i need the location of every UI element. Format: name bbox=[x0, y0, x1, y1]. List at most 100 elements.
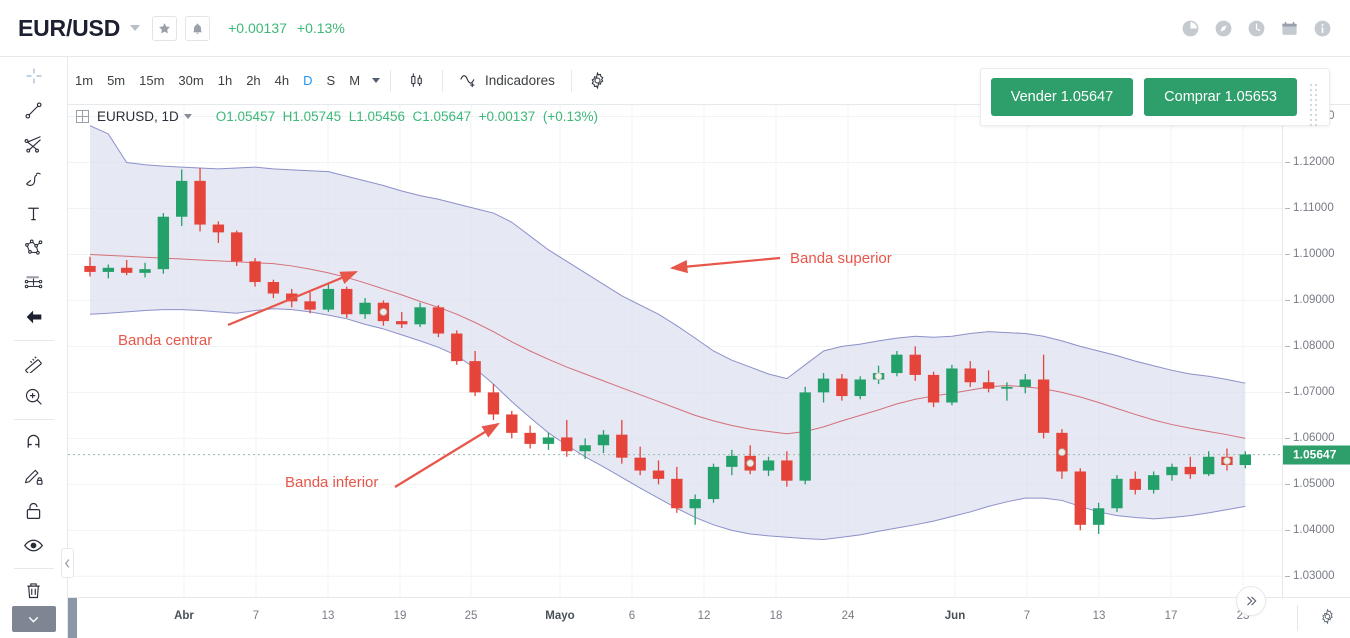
timeframe-m[interactable]: M bbox=[349, 73, 361, 88]
text-tool[interactable] bbox=[12, 198, 56, 229]
hide-drawings-tool[interactable] bbox=[12, 529, 56, 560]
price-axis-tick: 1.10000 bbox=[1285, 248, 1335, 260]
stay-in-drawing-mode-tool[interactable] bbox=[12, 460, 56, 491]
legend-open: O1.05457 bbox=[215, 109, 276, 124]
toolbar-separator-2 bbox=[442, 69, 444, 92]
chart-annotation-middle-band[interactable]: Banda centrar bbox=[118, 332, 213, 349]
time-axis-tick: 24 bbox=[841, 610, 855, 622]
calendar-icon[interactable] bbox=[1280, 19, 1299, 38]
time-axis-tick: 13 bbox=[321, 610, 335, 622]
time-axis-tick: 7 bbox=[252, 610, 260, 622]
chart-settings-button[interactable] bbox=[582, 67, 613, 94]
remove-drawings-tool[interactable] bbox=[12, 575, 56, 606]
plot-canvas[interactable] bbox=[68, 105, 1282, 597]
expand-toolbar-button[interactable] bbox=[11, 606, 56, 633]
drawing-toolbar-footer bbox=[0, 606, 67, 638]
chart-area: EURUSD, 1D O1.05457 H1.05745 L1.05456 C1… bbox=[68, 105, 1350, 638]
candlestick-svg bbox=[68, 105, 1282, 597]
expand-legend-icon[interactable] bbox=[76, 110, 89, 123]
legend-change-percent: (+0.13%) bbox=[542, 109, 598, 124]
legend-ohlc: O1.05457 H1.05745 L1.05456 C1.05647 +0.0… bbox=[216, 109, 598, 124]
toolbar-divider-3 bbox=[13, 567, 54, 569]
price-axis[interactable]: 1.130001.120001.110001.100001.090001.080… bbox=[1282, 105, 1350, 597]
legend-change: +0.00137 bbox=[478, 109, 536, 124]
toolbar-separator bbox=[390, 69, 392, 92]
pie-chart-icon[interactable] bbox=[1181, 19, 1200, 38]
time-axis-settings-button[interactable] bbox=[1319, 608, 1336, 630]
indicators-button[interactable]: Indicadores bbox=[453, 68, 561, 94]
timeframe-5m[interactable]: 5m bbox=[107, 73, 126, 88]
drawing-toolbar bbox=[0, 57, 68, 638]
trend-line-tool[interactable] bbox=[12, 94, 56, 125]
timeframe-1m[interactable]: 1m bbox=[75, 73, 94, 88]
timeframe-1h[interactable]: 1h bbox=[217, 73, 233, 88]
price-axis-tick: 1.04000 bbox=[1285, 524, 1335, 536]
arrow-marker-tool[interactable] bbox=[12, 301, 56, 332]
patterns-tool[interactable] bbox=[12, 232, 56, 263]
pitchfork-tool[interactable] bbox=[12, 129, 56, 160]
price-change-absolute: +0.00137 bbox=[228, 20, 287, 36]
time-axis-cursor bbox=[68, 598, 77, 638]
time-axis-tick: 25 bbox=[464, 610, 478, 622]
time-axis[interactable]: Abr 7 13 19 25 Mayo 6 12 18 24 Jun 7 13 17 23 bbox=[68, 597, 1350, 638]
toolbar-divider bbox=[13, 339, 54, 341]
chart-type-button[interactable] bbox=[401, 67, 432, 94]
lock-drawings-tool[interactable] bbox=[12, 495, 56, 526]
time-axis-tick: Mayo bbox=[545, 610, 575, 622]
price-axis-tick: 1.06000 bbox=[1285, 432, 1335, 444]
legend-chevron-down-icon[interactable] bbox=[183, 114, 192, 119]
header-actions bbox=[1181, 19, 1332, 38]
legend-low: L1.05456 bbox=[348, 109, 406, 124]
price-axis-tick: 1.09000 bbox=[1285, 294, 1335, 306]
time-axis-tick: 7 bbox=[1023, 610, 1031, 622]
zoom-in-tool[interactable] bbox=[12, 381, 56, 412]
drag-handle[interactable] bbox=[1308, 82, 1319, 126]
buy-button[interactable]: Comprar 1.05653 bbox=[1144, 78, 1297, 116]
time-axis-divider bbox=[1297, 605, 1298, 631]
time-axis-tick: Abr bbox=[174, 610, 194, 622]
time-axis-tick: 13 bbox=[1092, 610, 1106, 622]
brush-tool[interactable] bbox=[12, 163, 56, 194]
app-header: EUR/USD +0.00137 +0.13% bbox=[0, 0, 1350, 57]
timeframe-30m[interactable]: 30m bbox=[178, 73, 204, 88]
bell-icon[interactable] bbox=[185, 15, 211, 41]
price-axis-tick: 1.12000 bbox=[1285, 156, 1335, 168]
timeframe-s[interactable]: S bbox=[326, 73, 336, 88]
timeframe-15m[interactable]: 15m bbox=[139, 73, 165, 88]
page-title: EUR/USD bbox=[18, 14, 121, 41]
time-axis-tick: 6 bbox=[628, 610, 636, 622]
collapse-toolbar-handle[interactable] bbox=[61, 548, 74, 578]
price-axis-tick: 1.07000 bbox=[1285, 386, 1335, 398]
toolbar-separator-3 bbox=[570, 69, 572, 92]
price-axis-tick: 1.03000 bbox=[1285, 570, 1335, 582]
time-axis-tick: 12 bbox=[697, 610, 711, 622]
timeframe-4h[interactable]: 4h bbox=[274, 73, 290, 88]
gear-icon bbox=[591, 71, 604, 90]
magnet-tool[interactable] bbox=[12, 426, 56, 457]
candlestick-icon bbox=[411, 73, 422, 87]
compass-icon[interactable] bbox=[1214, 19, 1233, 38]
symbol-dropdown-icon[interactable] bbox=[130, 25, 141, 31]
chart-annotation-lower-band[interactable]: Banda inferior bbox=[285, 474, 379, 491]
time-axis-tick: 19 bbox=[393, 610, 407, 622]
toolbar-divider-2 bbox=[13, 419, 54, 421]
scroll-to-realtime-button[interactable] bbox=[1236, 586, 1266, 616]
crosshair-tool[interactable] bbox=[12, 60, 56, 91]
sell-button[interactable]: Vender 1.05647 bbox=[990, 78, 1134, 116]
timeframe-2h[interactable]: 2h bbox=[246, 73, 261, 88]
info-icon[interactable] bbox=[1313, 19, 1332, 38]
measure-tool[interactable] bbox=[12, 346, 56, 377]
indicators-icon bbox=[460, 74, 475, 87]
time-axis-tick: 17 bbox=[1164, 610, 1178, 622]
time-axis-tick: 18 bbox=[769, 610, 783, 622]
price-axis-tick: 1.05000 bbox=[1285, 478, 1335, 490]
double-chevron-right-icon bbox=[1247, 596, 1257, 606]
legend-symbol[interactable]: EURUSD, 1D bbox=[97, 109, 179, 124]
timeframe-more-icon[interactable] bbox=[372, 78, 381, 83]
forecast-tool[interactable] bbox=[12, 267, 56, 298]
clock-icon[interactable] bbox=[1247, 19, 1266, 38]
timeframe-d[interactable]: D bbox=[303, 73, 313, 88]
chart-annotation-upper-band[interactable]: Banda superior bbox=[790, 250, 892, 267]
star-icon[interactable] bbox=[152, 15, 178, 41]
